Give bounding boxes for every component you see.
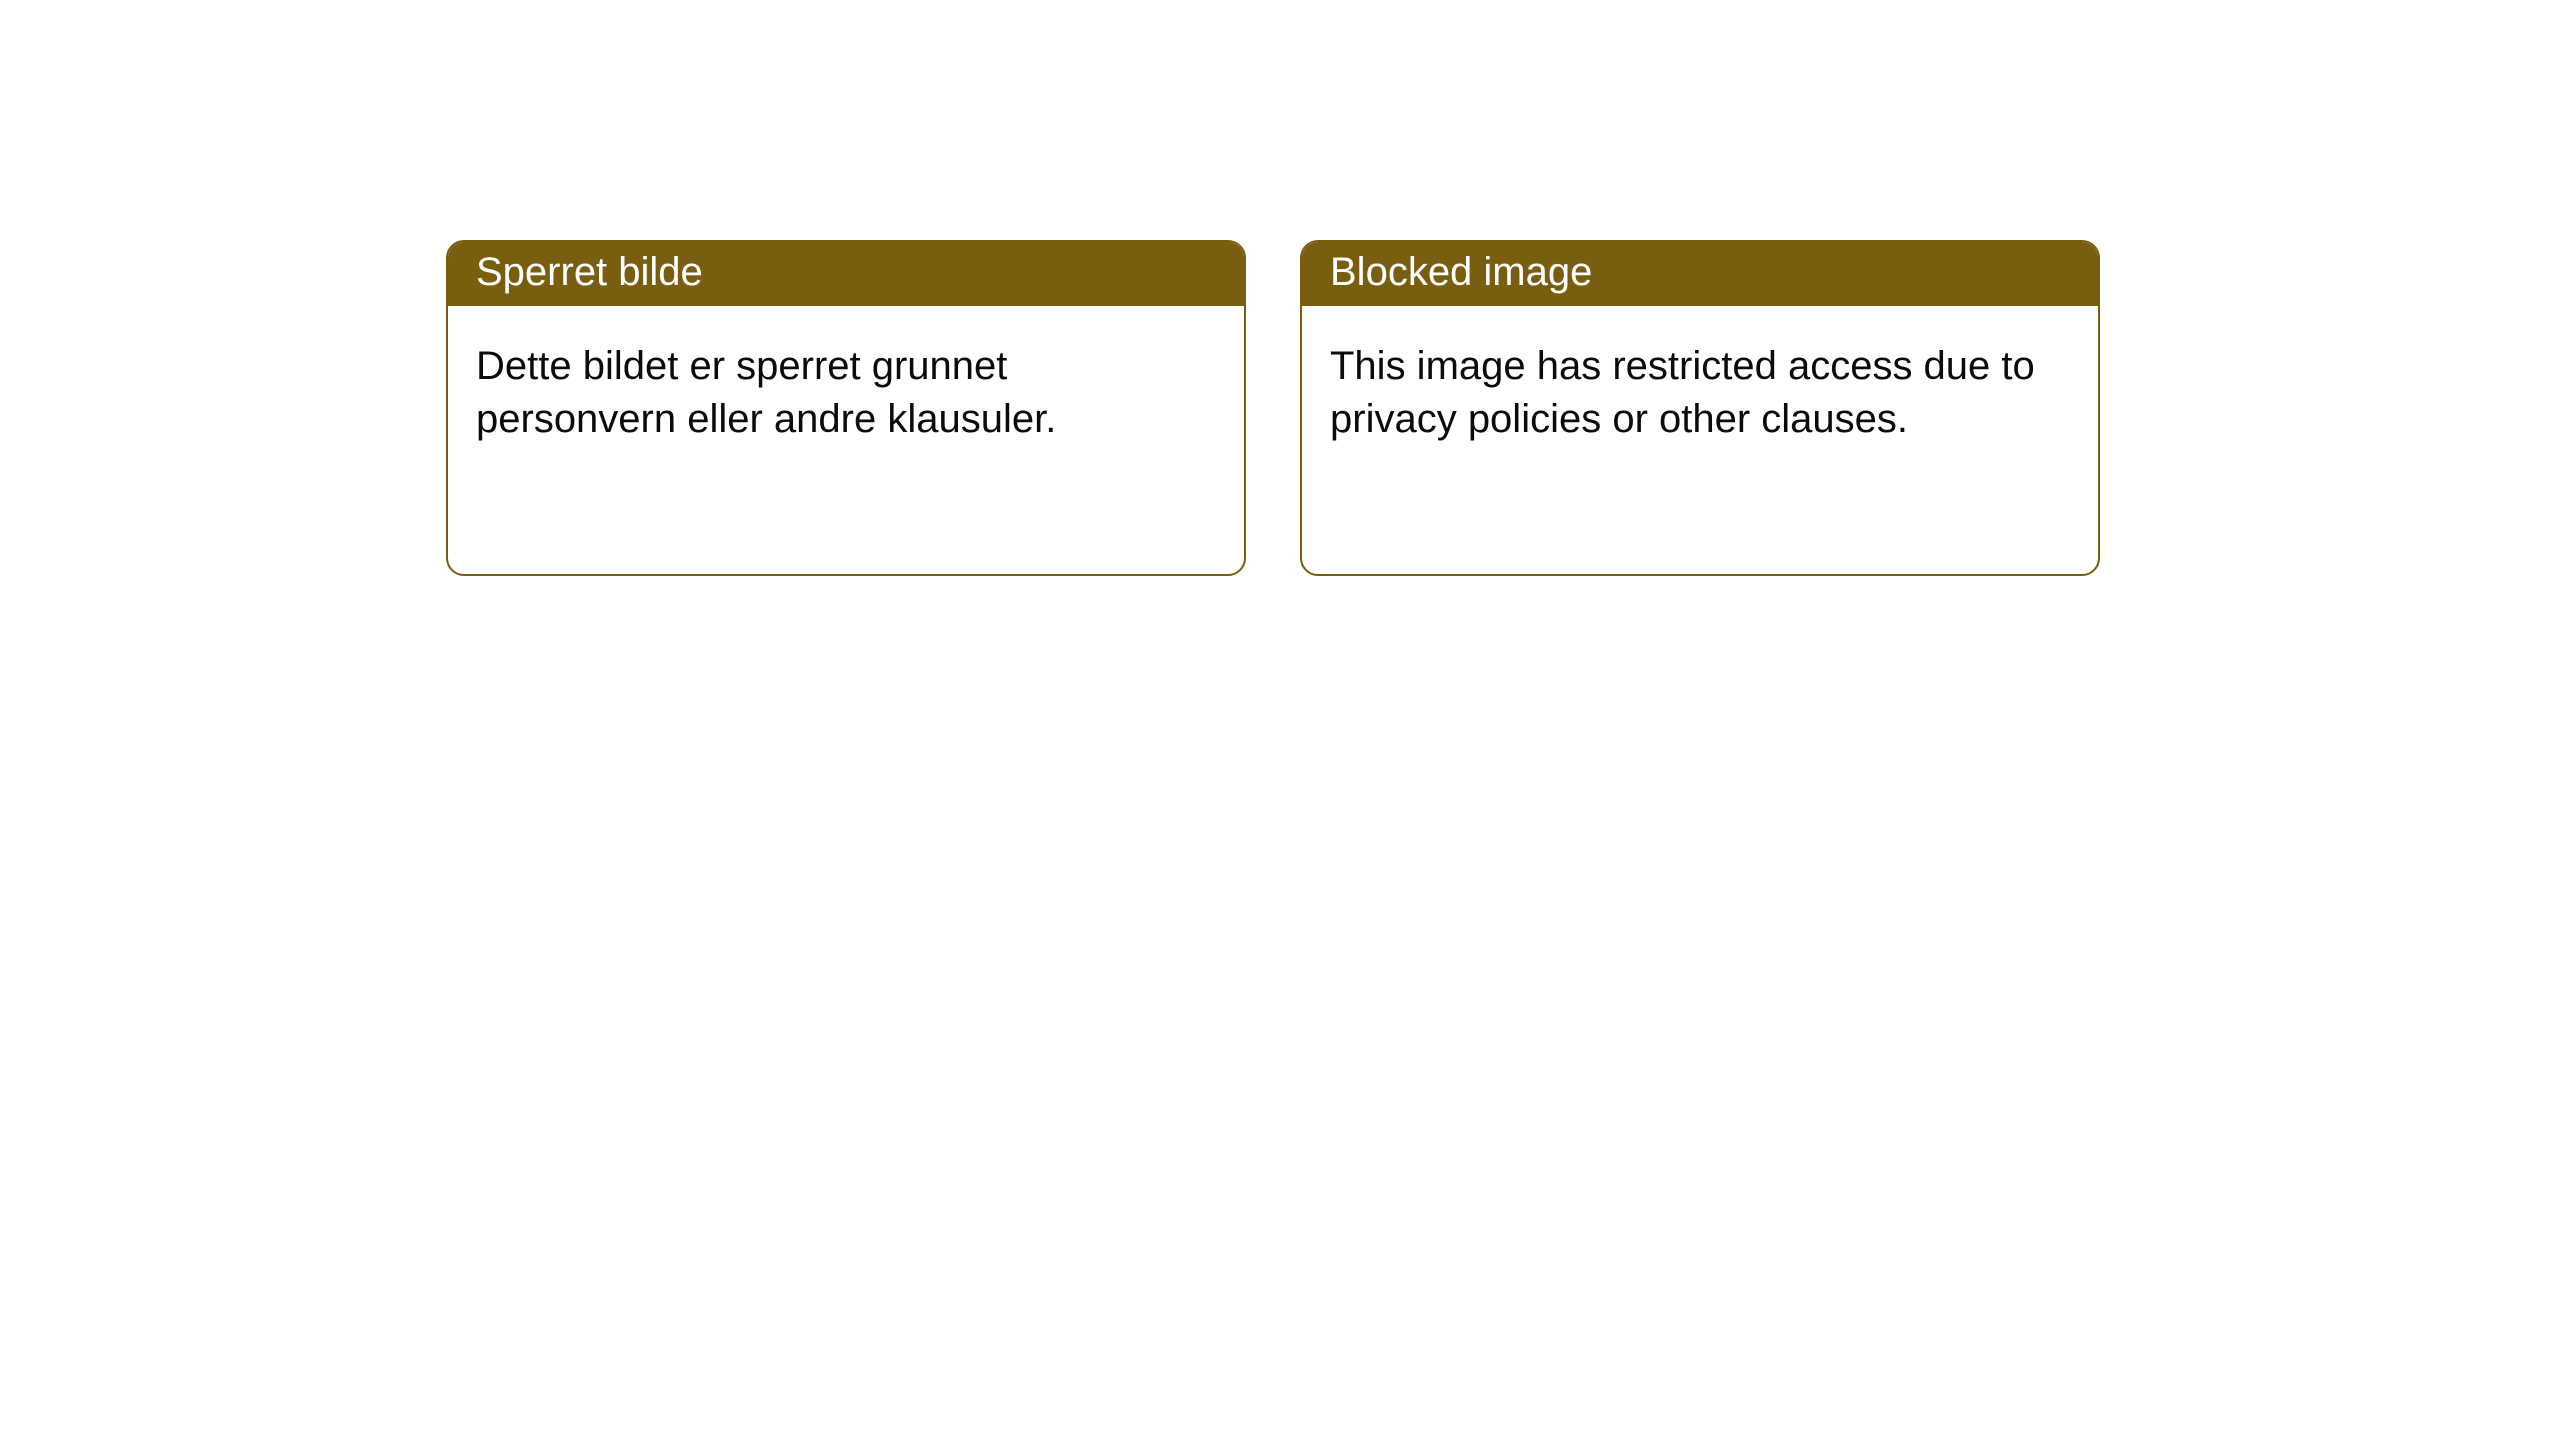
card-body-en: This image has restricted access due to …	[1302, 306, 2098, 480]
card-title-no: Sperret bilde	[448, 242, 1244, 306]
card-title-en: Blocked image	[1302, 242, 2098, 306]
blocked-image-card-en: Blocked image This image has restricted …	[1300, 240, 2100, 576]
notice-cards-row: Sperret bilde Dette bildet er sperret gr…	[0, 0, 2560, 576]
card-body-no: Dette bildet er sperret grunnet personve…	[448, 306, 1244, 480]
blocked-image-card-no: Sperret bilde Dette bildet er sperret gr…	[446, 240, 1246, 576]
